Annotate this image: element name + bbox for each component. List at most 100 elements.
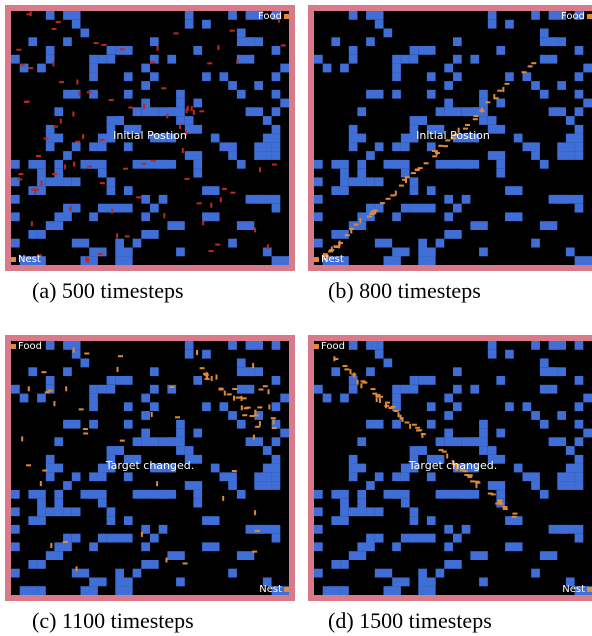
ant-marker [323, 254, 329, 257]
obstacle-cell [184, 124, 194, 134]
obstacle-cell [89, 142, 98, 152]
obstacle-cell [400, 168, 410, 178]
ant-marker [196, 202, 202, 205]
ant-marker [410, 172, 416, 175]
obstacle-cell [141, 107, 159, 117]
obstacle-cell [280, 63, 289, 73]
ant-marker [119, 48, 125, 51]
obstacle-cell [63, 89, 81, 99]
ant-marker [356, 379, 359, 385]
obstacle-cell [348, 463, 358, 473]
obstacle-cell [19, 256, 38, 265]
obstacle-cell [557, 524, 566, 534]
obstacle-cell [479, 577, 488, 587]
obstacle-cell [444, 560, 462, 569]
ant-marker [511, 515, 517, 518]
ant-marker [210, 376, 213, 381]
obstacle-cell [115, 238, 124, 248]
obstacle-cell [11, 194, 20, 204]
obstacle-cell [479, 89, 488, 99]
obstacle-cell [280, 428, 289, 438]
obstacle-cell [123, 376, 133, 385]
ant-marker [119, 439, 125, 442]
obstacle-cell [89, 542, 98, 552]
obstacle-cell [444, 63, 453, 73]
obstacle-cell [531, 411, 540, 420]
obstacle-cell [583, 393, 592, 403]
obstacle-cell [176, 116, 185, 125]
obstacle-cell [418, 46, 427, 55]
obstacle-cell [150, 384, 159, 394]
ant-marker [353, 372, 356, 378]
obstacle-cell [366, 367, 375, 377]
obstacle-cell [184, 454, 194, 464]
food-label-d: Food [321, 341, 345, 352]
obstacle-cell [63, 507, 72, 517]
ant-marker [384, 404, 390, 407]
ant-marker [390, 405, 396, 408]
obstacle-cell [522, 472, 540, 482]
obstacle-cell [271, 376, 281, 385]
ant-marker [111, 208, 114, 214]
ant-marker [502, 508, 508, 510]
ant-marker [26, 464, 32, 467]
ant-marker [257, 406, 263, 409]
ant-marker [178, 124, 181, 129]
obstacle-cell [565, 577, 575, 587]
obstacle-cell [54, 542, 72, 552]
obstacle-cell [271, 419, 281, 429]
obstacle-cell [357, 498, 367, 508]
obstacle-cell [574, 203, 584, 213]
nest-dot-icon [284, 587, 289, 592]
obstacle-cell [565, 133, 584, 143]
obstacle-cell [557, 81, 566, 90]
obstacle-cell [574, 419, 584, 429]
obstacle-cell [97, 533, 107, 543]
ant-marker [215, 243, 221, 246]
obstacle-cell [271, 402, 281, 412]
obstacle-cell [557, 367, 566, 377]
obstacle-cell [262, 116, 272, 125]
obstacle-cell [383, 586, 401, 595]
ant-marker [207, 62, 213, 65]
obstacle-cell [106, 186, 116, 195]
obstacle-cell [236, 159, 246, 169]
obstacle-cell [340, 168, 349, 178]
obstacle-cell [28, 230, 38, 239]
ant-marker [65, 386, 68, 392]
obstacle-cell [106, 54, 116, 64]
sim-panel-d: Target changed. Food Nest [308, 335, 592, 601]
obstacle-cell [348, 54, 358, 64]
ant-marker [404, 176, 410, 179]
obstacle-cell [236, 489, 246, 499]
obstacle-cell [400, 133, 419, 143]
ant-marker [450, 137, 456, 140]
obstacle-cell [400, 463, 419, 473]
obstacle-cell [331, 186, 349, 195]
ant-marker [59, 81, 64, 84]
obstacle-cell [184, 116, 194, 125]
ant-marker [169, 386, 175, 388]
obstacle-cell [262, 577, 272, 587]
obstacle-cell [479, 419, 488, 429]
obstacle-cell [400, 142, 410, 152]
obstacle-cell [418, 568, 427, 578]
ant-marker [495, 502, 501, 505]
ant-marker [243, 407, 249, 410]
obstacle-cell [271, 256, 289, 265]
obstacle-cell [426, 402, 436, 412]
obstacle-cell [435, 159, 453, 169]
food-label-a: Food [258, 11, 282, 22]
obstacle-cell [331, 367, 341, 377]
obstacle-cell [71, 507, 81, 517]
obstacle-cell [348, 507, 367, 517]
obstacle-cell [426, 142, 436, 152]
obstacle-cell [426, 124, 445, 134]
obstacle-cell [331, 489, 349, 499]
food-label-b: Food [561, 11, 585, 22]
obstacle-cell [426, 72, 436, 82]
obstacle-cell [470, 437, 488, 447]
obstacle-cell [400, 384, 410, 394]
obstacle-cell [392, 489, 410, 499]
obstacle-cell [89, 54, 98, 64]
